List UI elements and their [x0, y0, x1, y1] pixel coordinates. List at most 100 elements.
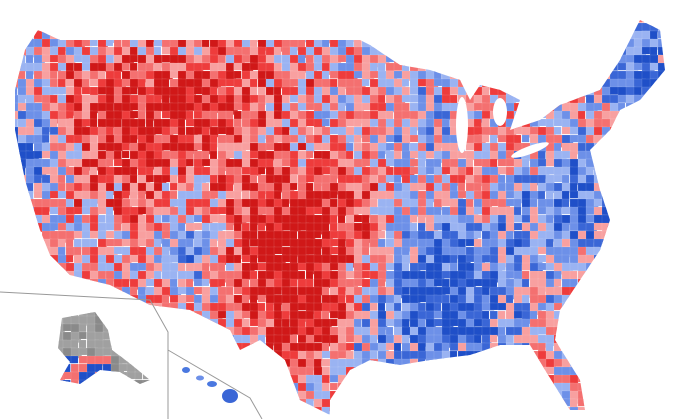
county — [377, 414, 388, 415]
county — [142, 347, 150, 360]
county — [33, 326, 44, 335]
county — [169, 254, 179, 263]
county — [97, 302, 108, 313]
county — [78, 331, 87, 340]
county — [142, 379, 150, 384]
county — [561, 94, 571, 103]
county — [609, 126, 623, 135]
county — [401, 38, 415, 51]
county — [489, 390, 498, 402]
county — [553, 86, 566, 101]
county — [513, 94, 525, 103]
county — [353, 406, 367, 415]
county — [313, 38, 323, 49]
county — [25, 310, 34, 321]
county — [81, 406, 96, 415]
county — [641, 326, 653, 340]
county — [345, 38, 354, 48]
county — [241, 20, 254, 27]
county — [233, 20, 247, 26]
county — [657, 382, 665, 395]
county — [361, 366, 373, 375]
county — [345, 398, 356, 407]
county — [449, 262, 458, 272]
county — [249, 366, 263, 375]
county — [169, 182, 178, 191]
county — [177, 358, 186, 369]
county — [217, 358, 230, 372]
county — [142, 331, 150, 342]
county — [617, 318, 627, 332]
county — [529, 38, 541, 51]
county — [601, 254, 613, 265]
county — [585, 78, 598, 90]
county — [249, 238, 259, 247]
county — [545, 86, 559, 100]
county — [625, 406, 635, 415]
county — [625, 334, 636, 348]
county — [401, 294, 411, 305]
county — [161, 374, 173, 386]
county — [265, 374, 279, 385]
county — [417, 46, 426, 55]
county — [113, 294, 125, 305]
county — [545, 70, 555, 80]
county — [142, 363, 150, 376]
county — [94, 363, 103, 377]
county — [273, 358, 288, 369]
county — [41, 390, 54, 403]
county — [126, 339, 137, 353]
county — [633, 262, 644, 272]
county — [97, 406, 112, 415]
county — [281, 126, 290, 137]
county — [585, 358, 599, 369]
county — [297, 406, 309, 415]
county — [521, 134, 530, 143]
county — [17, 342, 29, 356]
county — [473, 78, 484, 87]
county — [561, 62, 570, 76]
county — [457, 20, 467, 26]
county — [513, 110, 525, 119]
county — [649, 118, 661, 128]
county — [105, 22, 114, 34]
county — [193, 382, 206, 392]
county — [385, 318, 395, 327]
county — [457, 246, 467, 256]
county — [537, 350, 547, 360]
county — [666, 343, 674, 351]
county — [265, 414, 279, 415]
county — [625, 246, 634, 260]
county — [225, 350, 235, 363]
county — [513, 30, 526, 43]
county — [625, 182, 637, 194]
county — [529, 382, 543, 394]
county — [129, 166, 138, 176]
county — [657, 118, 665, 133]
county — [569, 334, 580, 343]
county — [385, 374, 396, 384]
county — [241, 318, 250, 328]
county — [129, 382, 139, 393]
county — [465, 70, 479, 83]
county — [118, 379, 128, 384]
county — [65, 398, 79, 407]
county — [601, 374, 615, 386]
county — [15, 262, 20, 272]
county — [129, 406, 140, 415]
county — [417, 38, 432, 52]
county — [513, 390, 523, 405]
county — [289, 374, 300, 385]
county — [666, 303, 673, 311]
county — [569, 310, 578, 321]
county — [25, 254, 37, 265]
county — [25, 246, 39, 257]
county — [241, 270, 251, 280]
county — [505, 358, 516, 370]
county — [265, 382, 275, 394]
county — [49, 54, 59, 63]
county — [313, 414, 323, 415]
county — [505, 374, 519, 383]
county — [473, 22, 485, 32]
county — [193, 350, 203, 364]
